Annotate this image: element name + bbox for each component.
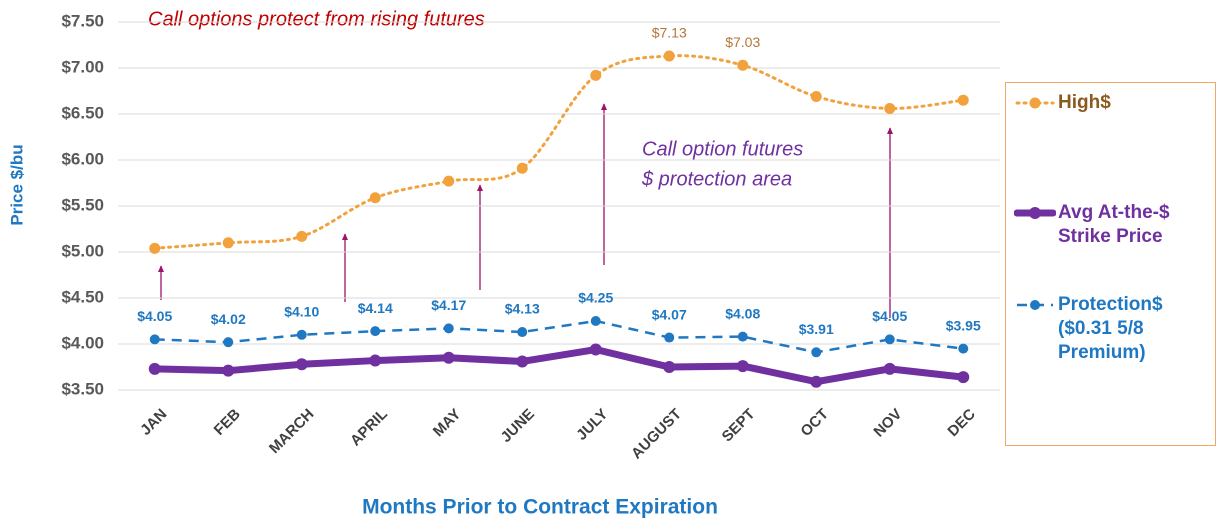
- legend-marker: [1030, 300, 1040, 310]
- data-label: $4.02: [211, 311, 246, 327]
- data-point: [884, 102, 896, 114]
- x-tick-label: DEC: [944, 405, 979, 440]
- x-tick-label: OCT: [797, 406, 831, 440]
- data-point: [663, 50, 675, 62]
- y-axis-title: Price $/bu: [7, 144, 26, 225]
- x-axis-title: Months Prior to Contract Expiration: [362, 496, 718, 519]
- arrows: [157, 103, 894, 318]
- data-point: [517, 327, 528, 338]
- y-tick-label: $6.00: [61, 149, 104, 168]
- legend-label: Protection$ ($0.31 5/8 Premium): [1058, 294, 1163, 363]
- legend-entry: Avg At-the-$ Strike Price: [1014, 201, 1218, 249]
- data-point: [589, 343, 602, 356]
- legend-entry: High$: [1014, 91, 1218, 115]
- data-label: $4.05: [872, 308, 907, 324]
- x-tick-label: SEPT: [719, 406, 759, 446]
- y-tick-label: $5.50: [61, 195, 104, 214]
- x-tick-label: MAY: [430, 406, 465, 441]
- data-label: $4.10: [284, 304, 319, 320]
- data-label: $4.14: [358, 300, 393, 316]
- data-point: [443, 175, 455, 187]
- data-label: $7.13: [652, 25, 687, 41]
- x-tick-label: FEB: [211, 405, 244, 438]
- data-point: [149, 242, 161, 254]
- data-point: [736, 360, 749, 373]
- data-point: [883, 362, 896, 375]
- y-tick-label: $7.50: [61, 11, 104, 30]
- data-point: [369, 354, 382, 367]
- y-tick-label: $3.50: [61, 379, 104, 398]
- y-tick-label: $6.50: [61, 103, 104, 122]
- legend-marker: [1029, 207, 1041, 219]
- y-tick-label: $7.00: [61, 57, 104, 76]
- data-point: [222, 364, 235, 377]
- x-tick-label: MARCH: [266, 406, 317, 457]
- x-tick-label: JULY: [573, 406, 611, 444]
- annotation: Call options protect from rising futures: [148, 8, 485, 30]
- data-point: [590, 316, 601, 326]
- y-tick-label: $4.00: [61, 333, 104, 352]
- data-label: $4.17: [431, 297, 466, 313]
- legend-key: [1014, 207, 1056, 219]
- x-tick-label: JUNE: [498, 406, 538, 446]
- data-point: [664, 332, 675, 343]
- annotation: $ protection area: [641, 168, 792, 190]
- data-label: $4.25: [578, 290, 613, 306]
- y-tick-label: $4.50: [61, 287, 104, 306]
- data-point: [516, 355, 529, 368]
- data-point: [884, 334, 895, 345]
- data-label: $7.03: [725, 34, 760, 50]
- data-point: [222, 237, 234, 249]
- data-point: [296, 329, 307, 340]
- y-tick-label: $5.00: [61, 241, 104, 260]
- data-point: [737, 59, 749, 71]
- legend-key: [1017, 300, 1053, 310]
- data-point: [810, 91, 822, 103]
- data-point: [810, 375, 823, 388]
- data-label: $3.95: [946, 317, 981, 333]
- data-point: [957, 94, 969, 106]
- data-point: [516, 162, 528, 174]
- legend-marker: [1029, 97, 1041, 109]
- data-point: [443, 323, 454, 334]
- data-label: $4.07: [652, 306, 687, 322]
- data-point: [958, 343, 969, 354]
- data-point: [737, 331, 748, 342]
- x-tick-label: JAN: [137, 406, 170, 439]
- data-label: $4.08: [725, 305, 760, 321]
- legend: High$ Avg At-the-$ Strike Price Protection…: [1005, 82, 1216, 446]
- data-label: $3.91: [799, 321, 834, 337]
- series-line: [154, 319, 964, 354]
- x-tick-label: AUGUST: [628, 406, 685, 463]
- data-point: [663, 361, 676, 373]
- data-label: $4.13: [505, 301, 540, 317]
- data-point: [296, 230, 308, 242]
- data-point: [957, 371, 970, 384]
- data-point: [442, 351, 455, 364]
- data-point: [590, 69, 602, 81]
- legend-label: Avg At-the-$ Strike Price: [1058, 202, 1170, 247]
- series-line: [151, 346, 967, 386]
- legend-key: [1015, 97, 1055, 109]
- data-point: [223, 337, 234, 348]
- data-label: $4.05: [137, 308, 172, 324]
- data-point: [148, 362, 161, 375]
- data-point: [149, 334, 160, 345]
- series-line: [153, 54, 965, 250]
- data-point: [369, 192, 381, 204]
- legend-label: High$: [1058, 92, 1111, 113]
- legend-entry: Protection$ ($0.31 5/8 Premium): [1014, 293, 1218, 365]
- data-point: [370, 326, 381, 337]
- annotation: Call option futures: [642, 138, 803, 160]
- data-point: [811, 347, 822, 358]
- x-tick-label: APRIL: [347, 406, 391, 450]
- grid: [118, 21, 1000, 391]
- x-tick-label: NOV: [870, 406, 905, 441]
- data-point: [295, 358, 308, 371]
